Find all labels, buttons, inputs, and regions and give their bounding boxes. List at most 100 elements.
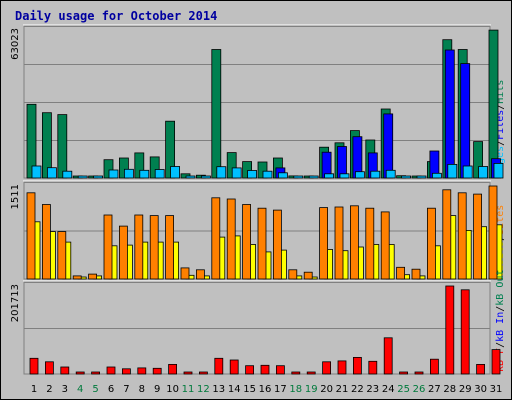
bar-sites [211, 197, 221, 280]
bar-pages [31, 165, 42, 179]
bar-files [460, 63, 471, 179]
bar-sites [334, 206, 344, 280]
x-tick-label: 6 [108, 384, 114, 395]
x-tick-label: 15 [243, 384, 256, 395]
bar-hits [42, 112, 52, 179]
x-tick-label: 24 [382, 384, 395, 395]
bar-sites [88, 273, 97, 280]
x-tick-label: 4 [77, 384, 83, 395]
x-tick-label: 29 [459, 384, 472, 395]
bar-kb-f [445, 285, 455, 375]
bar-pages [339, 173, 350, 179]
bar-pages [47, 167, 57, 179]
bar-sites [165, 215, 175, 280]
bar-kb-f [106, 366, 116, 375]
bar-sites [288, 269, 298, 280]
bar-pages [200, 175, 211, 179]
bar-pages [77, 175, 88, 179]
bar-hits [488, 29, 499, 179]
x-tick-label: 30 [474, 384, 487, 395]
bar-sites [411, 268, 421, 280]
x-tick-label: 11 [182, 384, 195, 395]
bar-kb-f [460, 289, 470, 375]
bar-hits [134, 152, 145, 179]
bar-sites [195, 269, 205, 280]
bar-hits [103, 159, 114, 179]
bar-kb-f [352, 356, 362, 375]
bar-sites [149, 215, 159, 280]
x-tick-label: 9 [154, 384, 160, 395]
bar-hits [242, 161, 253, 179]
x-tick-label: 28 [443, 384, 456, 395]
bar-kb-f [91, 371, 100, 375]
bar-kb-f [168, 363, 178, 375]
x-tick-label: 26 [413, 384, 426, 395]
bar-kb-f [429, 358, 439, 375]
bar-pages [478, 166, 489, 179]
bar-pages [231, 167, 242, 179]
series-label: / [495, 306, 506, 312]
panel-max-label: 63023 [10, 28, 21, 60]
panel-hits-files-pages: 63023Pages/Files/Hits [10, 24, 506, 179]
x-tick-label: 25 [397, 384, 410, 395]
bar-hits [257, 161, 268, 179]
x-tick-label: 12 [197, 384, 210, 395]
x-tick-label: 18 [289, 384, 302, 395]
bar-hits [26, 103, 37, 179]
bar-kb-f [383, 337, 393, 375]
bar-sites [488, 185, 498, 280]
bar-kb-f [245, 365, 255, 375]
bar-sites [72, 275, 82, 280]
chart-title: Daily usage for October 2014 [15, 9, 217, 23]
bar-pages [277, 172, 288, 179]
bar-sites [242, 204, 252, 280]
bar-sites [257, 207, 267, 280]
x-tick-label: 10 [166, 384, 179, 395]
bar-sites [365, 207, 375, 280]
bar-pages [124, 168, 134, 179]
bar-sites [57, 231, 67, 280]
bar-files [383, 113, 394, 179]
panel-max-label: 1511 [10, 184, 21, 209]
bar-kb-f [476, 363, 486, 375]
bar-sites [180, 267, 190, 280]
chart-panels: 63023Pages/Files/Hits1511Visits/Sites 201… [10, 24, 506, 375]
series-label: kB In [495, 312, 506, 342]
bar-pages [62, 170, 73, 179]
bar-sites [26, 192, 36, 280]
bar-kb-f [137, 367, 147, 375]
x-tick-label: 31 [490, 384, 503, 395]
bar-sites [457, 192, 467, 280]
bar-sites [396, 266, 406, 280]
x-tick-label: 23 [366, 384, 379, 395]
bar-kb-f [229, 359, 239, 375]
bar-hits [211, 49, 222, 179]
bar-sites [380, 211, 390, 280]
bar-pages [293, 175, 304, 179]
bar-kb-f [368, 360, 378, 375]
series-label: / [495, 104, 506, 110]
bar-pages [93, 175, 103, 179]
bar-pages [308, 175, 319, 179]
bar-pages [108, 169, 119, 179]
bar-pages [416, 175, 427, 179]
bar-pages [370, 170, 381, 179]
series-visits [31, 215, 503, 280]
bar-pages [431, 172, 442, 179]
bar-pages [324, 173, 335, 179]
bar-pages [447, 163, 458, 179]
x-tick-label: 17 [274, 384, 287, 395]
bar-hits [226, 152, 237, 179]
bar-pages [354, 171, 365, 179]
bar-pages [385, 169, 396, 179]
bar-pages [462, 165, 473, 179]
bar-sites [226, 198, 236, 280]
series-label: / [495, 342, 506, 348]
bar-kb-f [152, 367, 162, 375]
x-tick-label: 13 [212, 384, 225, 395]
bar-pages [262, 170, 273, 179]
bar-kb-f [260, 364, 270, 375]
series-label: kB Out [495, 270, 506, 306]
bar-files [337, 146, 347, 179]
